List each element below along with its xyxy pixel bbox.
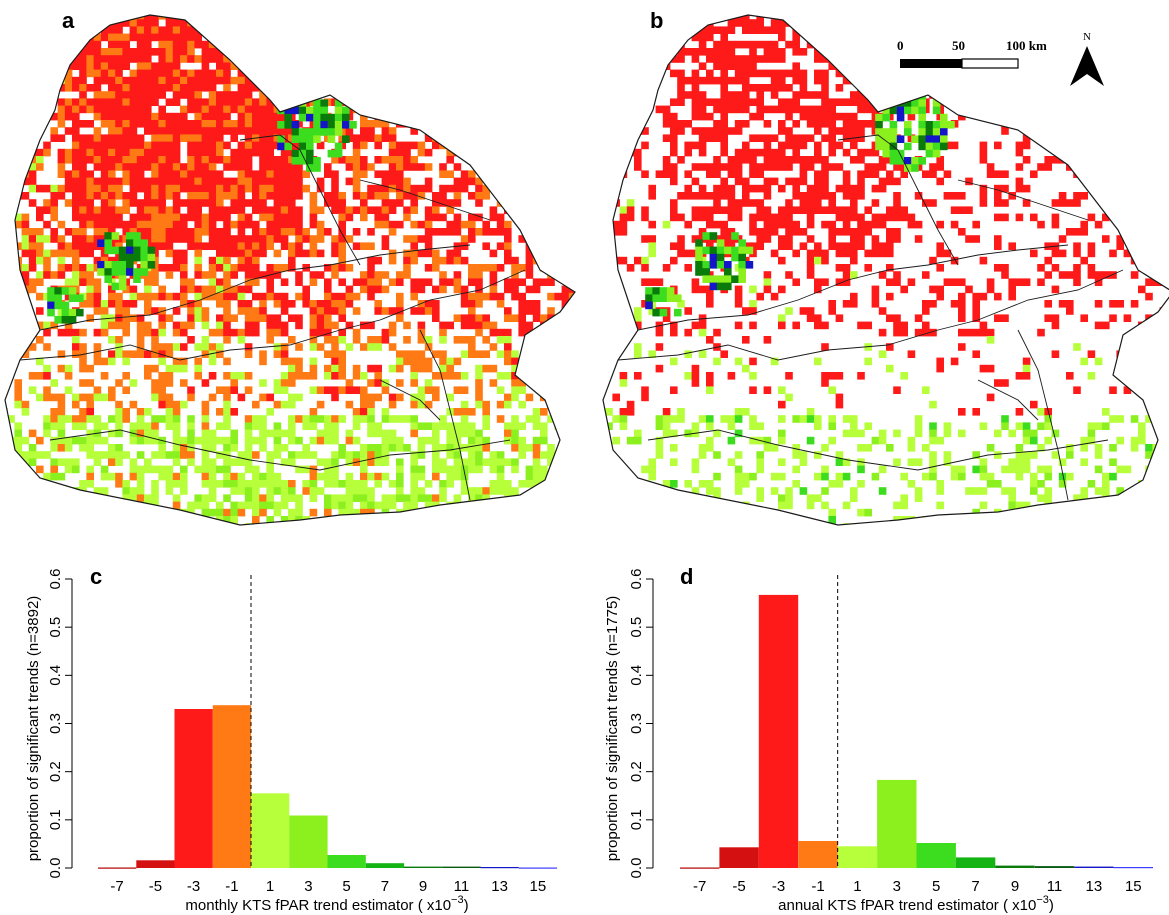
- bar-5: [916, 843, 956, 868]
- scale-bar-dark: [900, 59, 962, 68]
- bar-7: [365, 863, 405, 868]
- x-tick-label: -3: [187, 878, 200, 895]
- y-tick-label: 0.5: [47, 617, 64, 638]
- north-arrow-icon: N: [1070, 31, 1104, 86]
- bar-5: [327, 855, 366, 868]
- y-tick-label: 0.3: [628, 713, 645, 734]
- map-a-pixels: [5, 15, 575, 525]
- scale-label-0: 0: [897, 38, 904, 53]
- x-tick-label: 9: [1011, 878, 1019, 895]
- panel-d-label: d: [680, 564, 693, 589]
- scale-bar-light: [961, 58, 1019, 69]
- bar--5: [136, 860, 175, 868]
- north-label: N: [1083, 31, 1091, 43]
- x-tick-label: -1: [811, 878, 824, 895]
- bar-9: [995, 865, 1035, 868]
- bar-15: [518, 867, 558, 869]
- x-tick-label: 9: [419, 878, 427, 895]
- x-tick-label: 13: [1086, 878, 1103, 895]
- x-tick-label: 5: [342, 878, 350, 895]
- panel-a-label: a: [62, 8, 75, 33]
- x-tick-label: 1: [853, 878, 861, 895]
- scale-bar: 0 50 100 km: [897, 38, 1047, 69]
- bar--7: [98, 867, 137, 869]
- bar--5: [719, 847, 759, 868]
- bar-7: [955, 857, 996, 868]
- chart-c-x-label: monthly KTS fPAR trend estimator ( x10−3…: [185, 894, 468, 914]
- bar-9: [404, 866, 443, 868]
- bar-15: [1113, 867, 1153, 869]
- bar-13: [480, 867, 519, 869]
- bar--1: [212, 705, 252, 868]
- bar--3: [174, 709, 213, 868]
- y-tick-label: 0.5: [628, 617, 645, 638]
- scale-label-50: 50: [952, 38, 965, 53]
- chart-c-x-ticks: -7 -5 -3 -1 1 3 5 7 9 11 13 15: [110, 878, 546, 895]
- x-tick-label: 1: [266, 878, 274, 895]
- x-tick-label: 15: [530, 878, 547, 895]
- x-tick-label: 3: [893, 878, 901, 895]
- y-tick-label: 0.0: [47, 858, 64, 879]
- x-tick-label: 5: [932, 878, 940, 895]
- bar--7: [680, 867, 720, 869]
- map-a: a: [4, 8, 576, 526]
- bar-3: [877, 779, 917, 868]
- map-a-outline: [4, 14, 576, 526]
- chart-d-x-ticks: -7 -5 -3 -1 1 3 5 7 9 11 13 15: [693, 878, 1142, 895]
- x-tick-label: 3: [304, 878, 312, 895]
- bar-11: [1034, 866, 1075, 868]
- y-tick-label: 0.0: [628, 858, 645, 879]
- chart-d-x-label: annual KTS fPAR trend estimator ( x10−3): [778, 894, 1054, 914]
- chart-c-bars: [98, 705, 558, 869]
- bar--3: [758, 594, 799, 868]
- map-b: b: [602, 8, 1169, 526]
- chart-c-y-label: proportion of significant trends (n=3892…: [25, 596, 42, 862]
- y-tick-label: 0.6: [47, 569, 64, 590]
- x-tick-label: 7: [381, 878, 389, 895]
- y-tick-label: 0.6: [628, 569, 645, 590]
- y-tick-label: 0.2: [47, 761, 64, 782]
- chart-c-y-ticks: 0.0 0.1 0.2 0.3 0.4 0.5 0.6: [47, 569, 72, 879]
- y-tick-label: 0.3: [47, 713, 64, 734]
- bar--1: [798, 841, 838, 868]
- panel-c-label: c: [90, 564, 102, 589]
- x-tick-label: 11: [1047, 878, 1063, 895]
- x-tick-label: -7: [110, 878, 123, 895]
- bar-3: [289, 815, 328, 868]
- y-tick-label: 0.1: [47, 809, 64, 830]
- x-tick-label: 7: [971, 878, 979, 895]
- y-tick-label: 0.2: [628, 761, 645, 782]
- bar-1: [837, 846, 878, 868]
- x-tick-label: -5: [149, 878, 162, 895]
- x-tick-label: 13: [491, 878, 508, 895]
- x-tick-label: -5: [732, 878, 745, 895]
- y-tick-label: 0.1: [628, 809, 645, 830]
- map-b-outline: [602, 14, 1169, 526]
- bar-11: [442, 866, 481, 868]
- chart-d-y-ticks: 0.0 0.1 0.2 0.3 0.4 0.5 0.6: [628, 569, 653, 879]
- bar-13: [1074, 866, 1114, 868]
- y-tick-label: 0.4: [628, 665, 645, 686]
- y-tick-label: 0.4: [47, 665, 64, 686]
- bar-1: [251, 793, 290, 868]
- chart-c: 0.00.10.20.30.40.50.6 -7 -5 -3 -1 1 3 5 7 9 11 13 1…: [25, 564, 558, 914]
- panel-b-label: b: [650, 8, 663, 33]
- x-tick-label: 15: [1125, 878, 1142, 895]
- x-tick-label: 11: [454, 878, 470, 895]
- x-tick-label: -7: [693, 878, 706, 895]
- chart-d-bars: [680, 594, 1153, 869]
- x-tick-label: -1: [225, 878, 238, 895]
- chart-d-y-label: proportion of significant trends (n=1775…: [604, 596, 621, 862]
- map-b-internal-borders: [617, 134, 1124, 501]
- x-tick-label: -3: [772, 878, 785, 895]
- map-a-internal-borders: [19, 134, 526, 501]
- chart-d: 0.00.10.20.30.40.50.6 -7 -5 -3 -1 1 3 5 7 9 11 13 1…: [604, 564, 1153, 914]
- scale-label-100: 100 km: [1006, 38, 1047, 53]
